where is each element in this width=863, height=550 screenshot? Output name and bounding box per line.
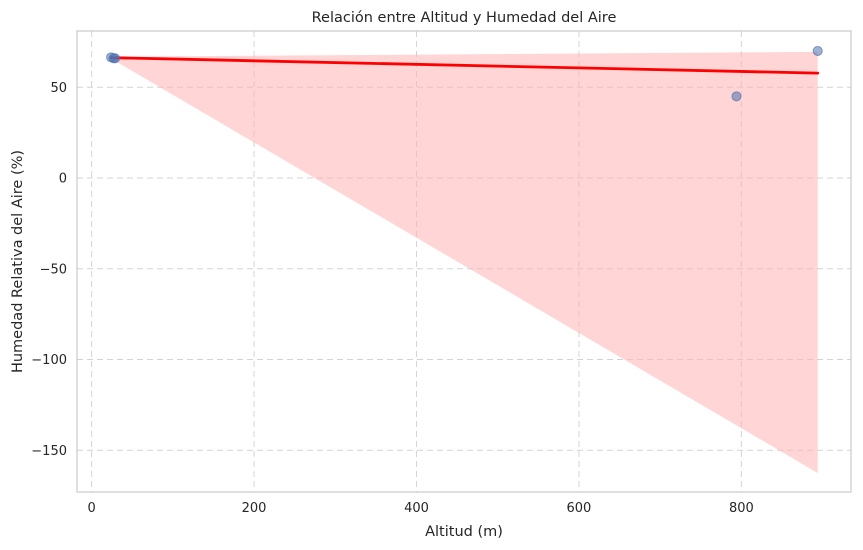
y-ticks: −150 −100 −50 0 50: [31, 81, 67, 459]
x-ticks: 0 200 400 600 800: [87, 501, 753, 516]
regression-layer: [109, 56, 820, 75]
y-tick-label: −150: [31, 444, 67, 459]
regression-line: [109, 56, 820, 75]
x-axis-label: Altitud (m): [425, 524, 503, 540]
data-point: [812, 45, 823, 56]
y-tick-label: 0: [59, 172, 67, 187]
confidence-band-layer: [111, 51, 818, 473]
points-layer: [106, 45, 823, 102]
chart-title: Relación entre Altitud y Humedad del Air…: [312, 10, 617, 26]
data-point: [731, 91, 742, 102]
x-tick-label: 200: [242, 501, 267, 516]
data-point: [110, 53, 121, 64]
y-axis-label: Humedad Relativa del Aire (%): [10, 150, 26, 373]
y-tick-label: 50: [50, 81, 67, 96]
x-tick-label: 0: [87, 501, 95, 516]
x-tick-label: 600: [567, 501, 592, 516]
confidence-band: [111, 51, 818, 473]
plot-frame: [76, 30, 852, 493]
x-tick-label: 400: [404, 501, 429, 516]
x-tick-label: 800: [729, 501, 754, 516]
y-tick-label: −100: [31, 353, 67, 368]
y-tick-label: −50: [40, 262, 67, 277]
